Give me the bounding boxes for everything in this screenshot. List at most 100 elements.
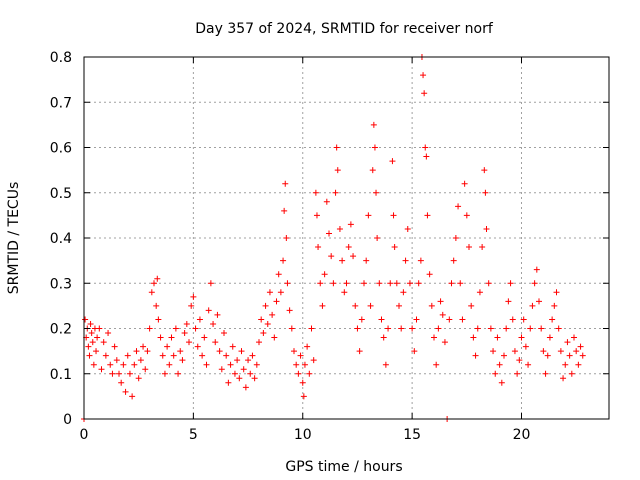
data-point (579, 352, 586, 359)
data-point (203, 361, 210, 368)
data-point (281, 207, 288, 214)
data-point (166, 361, 173, 368)
data-point (542, 370, 549, 377)
data-point (501, 352, 507, 359)
x-tick-label: 15 (403, 427, 421, 443)
data-point (159, 352, 166, 359)
data-point (96, 325, 103, 332)
data-point (482, 189, 489, 196)
data-point (205, 307, 212, 314)
data-point (299, 379, 306, 386)
data-point (264, 320, 271, 327)
data-point (240, 366, 247, 373)
data-point (448, 280, 455, 287)
data-point (122, 388, 129, 395)
data-point (157, 334, 164, 341)
data-point (275, 271, 282, 278)
data-point (146, 325, 153, 332)
data-point (356, 348, 363, 355)
y-tick-label: 0.6 (50, 141, 72, 157)
data-point (181, 330, 188, 337)
data-point (369, 167, 376, 174)
data-point (404, 225, 411, 232)
data-point (168, 334, 175, 341)
chart-title: Day 357 of 2024, SRMTID for receiver nor… (195, 21, 494, 37)
data-point (516, 357, 523, 364)
data-point (490, 348, 497, 355)
data-point (476, 289, 483, 296)
data-point (549, 316, 556, 323)
x-tick-label: 0 (80, 427, 89, 443)
data-point (350, 253, 357, 260)
data-point (214, 311, 221, 318)
data-point (336, 225, 343, 232)
data-point (142, 366, 149, 373)
data-point (98, 366, 105, 373)
data-point (286, 307, 293, 314)
data-point (564, 339, 571, 346)
data-point (260, 330, 267, 337)
data-point (472, 352, 479, 359)
data-point (155, 316, 162, 323)
data-point (505, 298, 512, 305)
data-point (102, 352, 109, 359)
data-point (435, 325, 442, 332)
data-point (161, 370, 168, 377)
data-point (94, 334, 101, 341)
data-point (231, 370, 238, 377)
data-point (354, 325, 361, 332)
data-point (201, 334, 208, 341)
data-point (131, 361, 138, 368)
data-point (306, 370, 313, 377)
data-point (538, 325, 545, 332)
y-tick-label: 0.8 (50, 50, 72, 66)
data-point (266, 289, 273, 296)
data-point (431, 334, 437, 341)
data-point (573, 348, 580, 355)
data-point (172, 325, 179, 332)
data-point (312, 189, 319, 196)
data-point (207, 280, 214, 287)
data-point (546, 334, 553, 341)
data-point (577, 343, 584, 350)
data-point (422, 144, 429, 151)
data-point (562, 361, 569, 368)
data-point (514, 370, 521, 377)
data-point (347, 221, 354, 228)
data-point (93, 348, 100, 355)
data-point (361, 280, 367, 287)
x-tick-label: 20 (513, 427, 531, 443)
data-point (89, 339, 96, 346)
data-point (470, 334, 477, 341)
data-point (225, 379, 232, 386)
data-point (236, 375, 243, 382)
data-point (323, 198, 330, 205)
data-point (192, 325, 199, 332)
data-point (551, 302, 558, 309)
data-point (437, 298, 444, 305)
data-points (81, 54, 586, 422)
data-point (242, 384, 249, 391)
y-tick-labels: 0 0.1 0.2 0.3 0.4 0.5 0.6 0.7 0.8 (50, 50, 72, 428)
data-point (463, 212, 470, 219)
data-point (258, 316, 265, 323)
data-point (525, 361, 532, 368)
data-point (105, 330, 112, 337)
data-point (396, 302, 402, 309)
data-point (170, 352, 177, 359)
data-point (553, 289, 560, 296)
data-point (310, 357, 317, 364)
data-point (343, 280, 350, 287)
data-point (183, 320, 190, 327)
data-point (111, 343, 118, 350)
data-point (374, 235, 381, 241)
x-tick-label: 10 (294, 427, 312, 443)
data-point (151, 280, 157, 287)
data-point (194, 343, 201, 350)
data-point (481, 167, 488, 174)
x-tick-label: 5 (189, 427, 198, 443)
data-point (118, 379, 125, 386)
data-point (413, 316, 420, 323)
data-point (135, 375, 142, 382)
data-point (555, 325, 562, 332)
